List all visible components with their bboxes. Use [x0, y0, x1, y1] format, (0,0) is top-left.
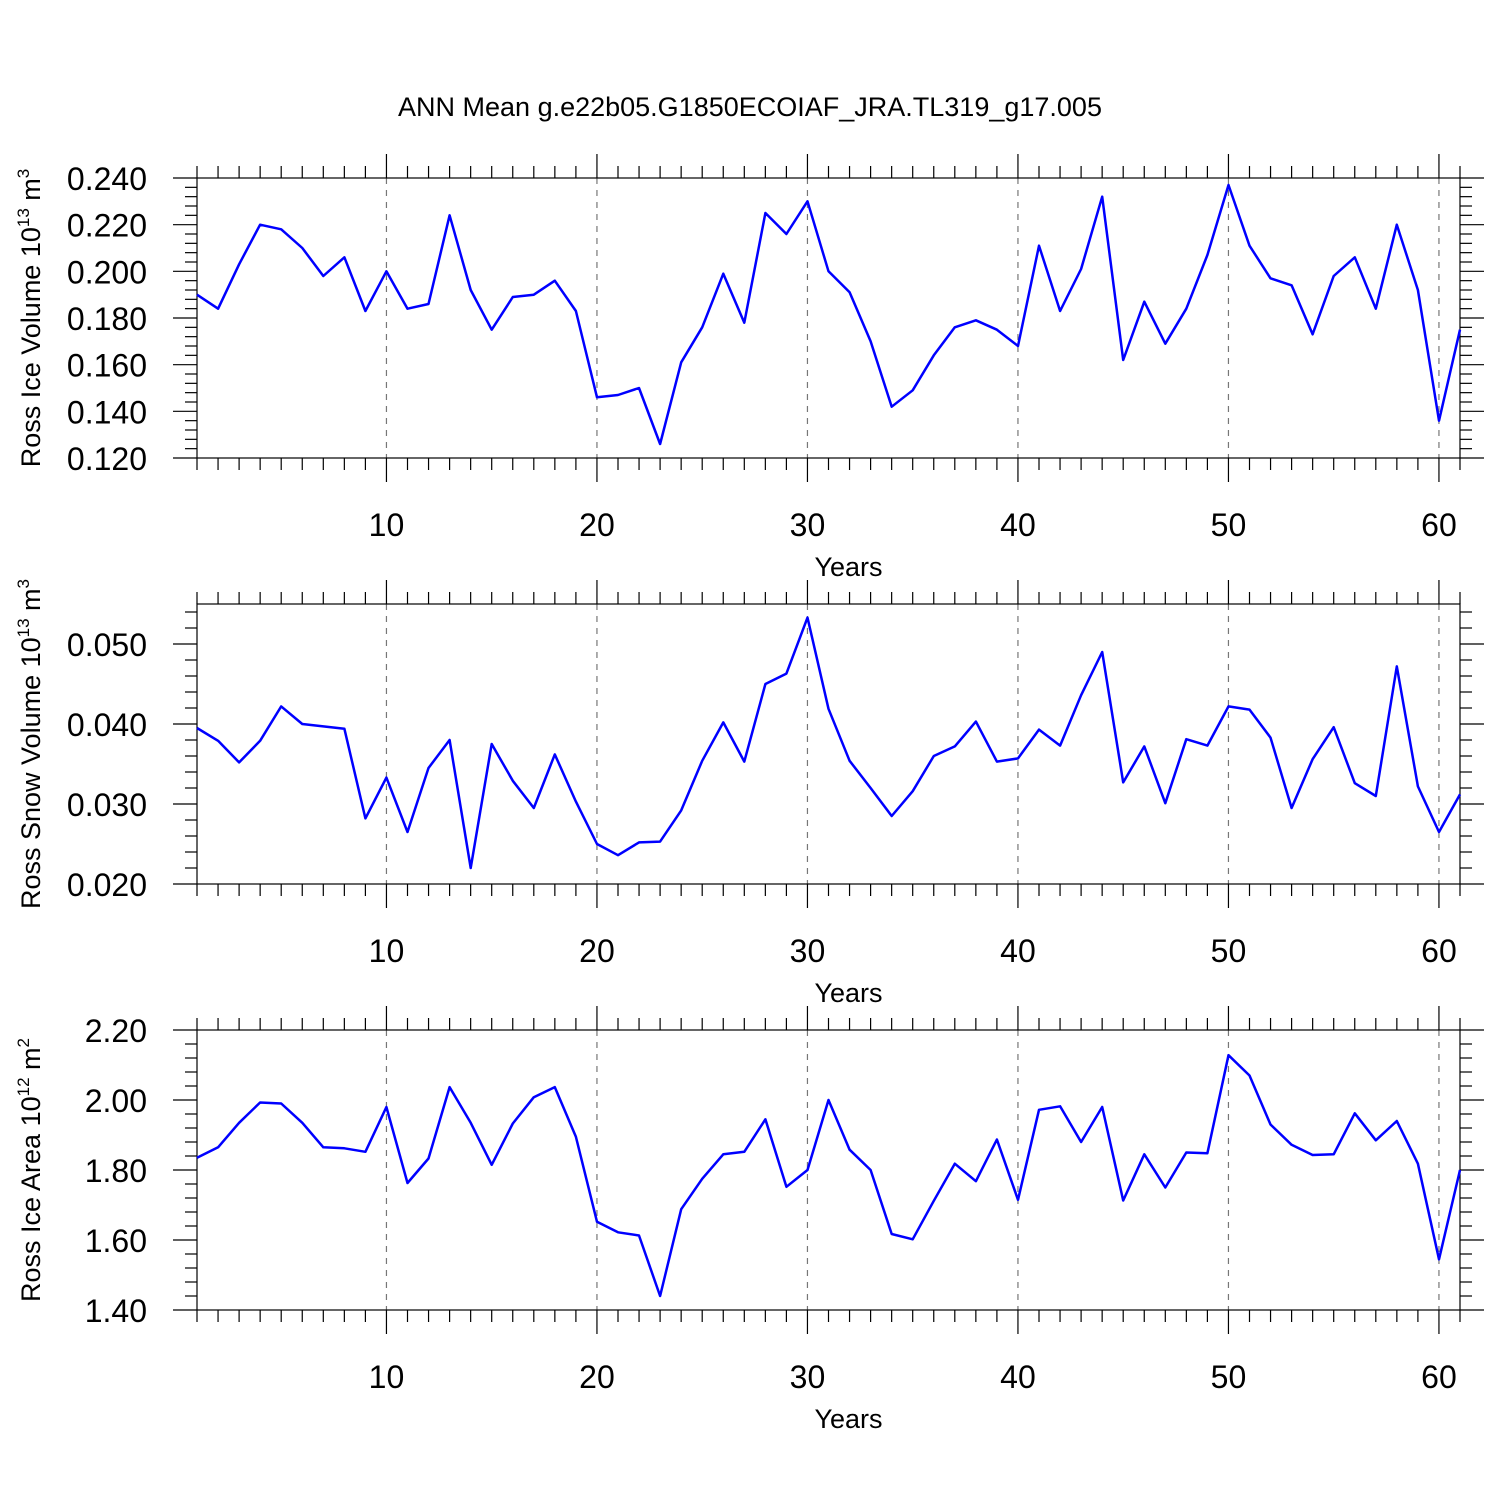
x-tick-label: 20 — [579, 507, 615, 543]
y-tick-label: 2.20 — [85, 1013, 147, 1049]
plot-frame — [196, 603, 1461, 885]
plot-frame — [196, 177, 1461, 459]
x-tick-label: 60 — [1421, 1359, 1457, 1395]
y-tick-label: 0.050 — [67, 627, 147, 663]
y-tick-label: 0.220 — [67, 208, 147, 244]
x-tick-label: 20 — [579, 933, 615, 969]
y-tick-label: 2.00 — [85, 1083, 147, 1119]
y-tick-label: 0.180 — [67, 301, 147, 337]
series-line — [196, 1053, 1462, 1298]
x-tick-label: 50 — [1211, 933, 1247, 969]
x-tick-label: 30 — [790, 933, 826, 969]
y-axis-label: Ross Snow Volume 1013 m3 — [14, 579, 46, 909]
x-tick-label: 40 — [1000, 507, 1036, 543]
y-tick-label: 0.140 — [67, 394, 147, 430]
y-tick-label: 0.030 — [67, 787, 147, 823]
y-tick-label: 0.120 — [67, 441, 147, 477]
y-tick-label: 1.40 — [85, 1293, 147, 1329]
x-tick-label: 10 — [369, 507, 405, 543]
chart-panel-1: 0.120 0.140 0.160 0.180 0.200 0.220 0.240 10 20 3… — [14, 154, 1484, 582]
y-axis-label: Ross Ice Volume 1013 m3 — [14, 169, 46, 468]
y-tick-label: 0.020 — [67, 867, 147, 903]
x-tick-label: 60 — [1421, 507, 1457, 543]
x-tick-label: 40 — [1000, 1359, 1036, 1395]
x-axis-label: Years — [814, 978, 882, 1008]
x-tick-label: 30 — [790, 507, 826, 543]
series-line — [196, 616, 1462, 870]
series-line — [196, 183, 1462, 446]
x-tick-label: 10 — [369, 1359, 405, 1395]
chart-panel-3: 1.40 1.60 1.80 2.00 2.20 10 20 30 40 50 60 Years Ros… — [14, 1006, 1484, 1434]
y-tick-label: 0.200 — [67, 254, 147, 290]
y-tick-label: 0.240 — [67, 161, 147, 197]
x-tick-label: 30 — [790, 1359, 826, 1395]
chart-title: ANN Mean g.e22b05.G1850ECOIAF_JRA.TL319_… — [398, 92, 1102, 122]
y-tick-label: 0.160 — [67, 348, 147, 384]
chart-panel-2: 0.020 0.030 0.040 0.050 10 20 30 40 50 60 Years Ros… — [14, 579, 1484, 1008]
x-tick-label: 40 — [1000, 933, 1036, 969]
x-tick-label: 60 — [1421, 933, 1457, 969]
x-axis-label: Years — [814, 552, 882, 582]
x-axis-label: Years — [814, 1404, 882, 1434]
x-tick-label: 50 — [1211, 1359, 1247, 1395]
y-axis-label: Ross Ice Area 1012 m2 — [14, 1038, 46, 1302]
x-tick-label: 10 — [369, 933, 405, 969]
y-tick-label: 0.040 — [67, 707, 147, 743]
y-tick-label: 1.60 — [85, 1223, 147, 1259]
y-tick-label: 1.80 — [85, 1153, 147, 1189]
x-tick-label: 20 — [579, 1359, 615, 1395]
x-tick-label: 50 — [1211, 507, 1247, 543]
